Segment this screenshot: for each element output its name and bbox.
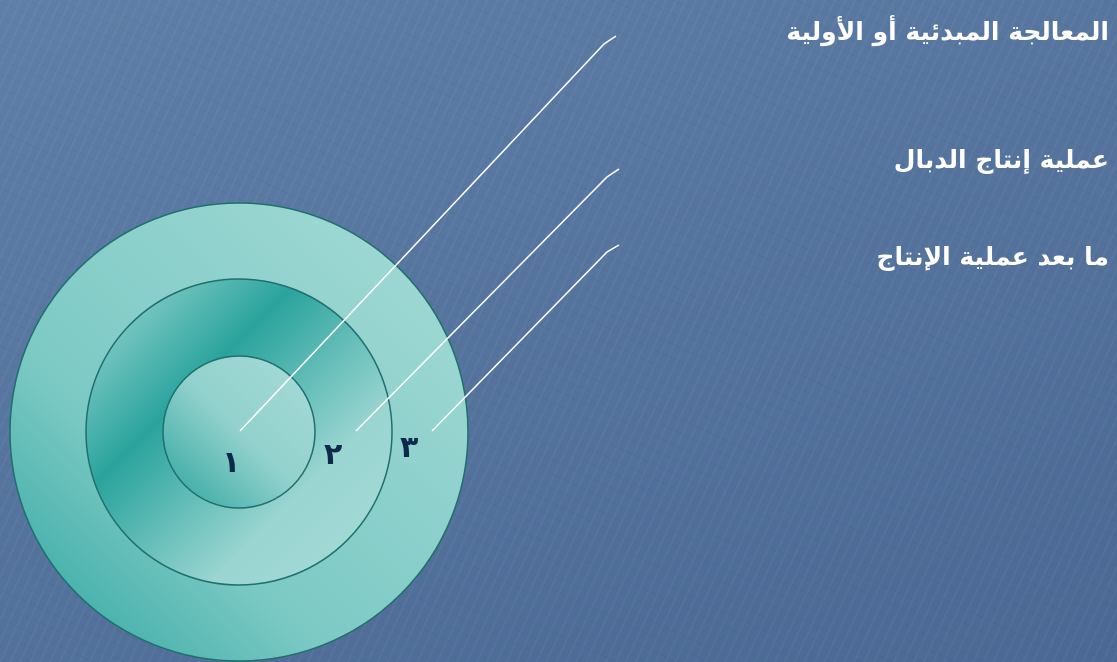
stage-1-label: المعالجة المبدئية أو الأولية bbox=[786, 17, 1109, 46]
stage-1-number: ١ bbox=[222, 445, 241, 480]
leader-line-1 bbox=[239, 35, 617, 432]
stage-2-number: ٢ bbox=[324, 437, 343, 472]
ring-1-inner bbox=[162, 355, 316, 509]
stage-2-label: عملية إنتاج الدبال bbox=[893, 145, 1109, 174]
stage-3-label: ما بعد عملية الإنتاج bbox=[876, 242, 1109, 271]
leader-line-3 bbox=[431, 244, 620, 432]
leader-line-2 bbox=[355, 168, 620, 432]
stage-3-number: ٣ bbox=[400, 430, 419, 465]
